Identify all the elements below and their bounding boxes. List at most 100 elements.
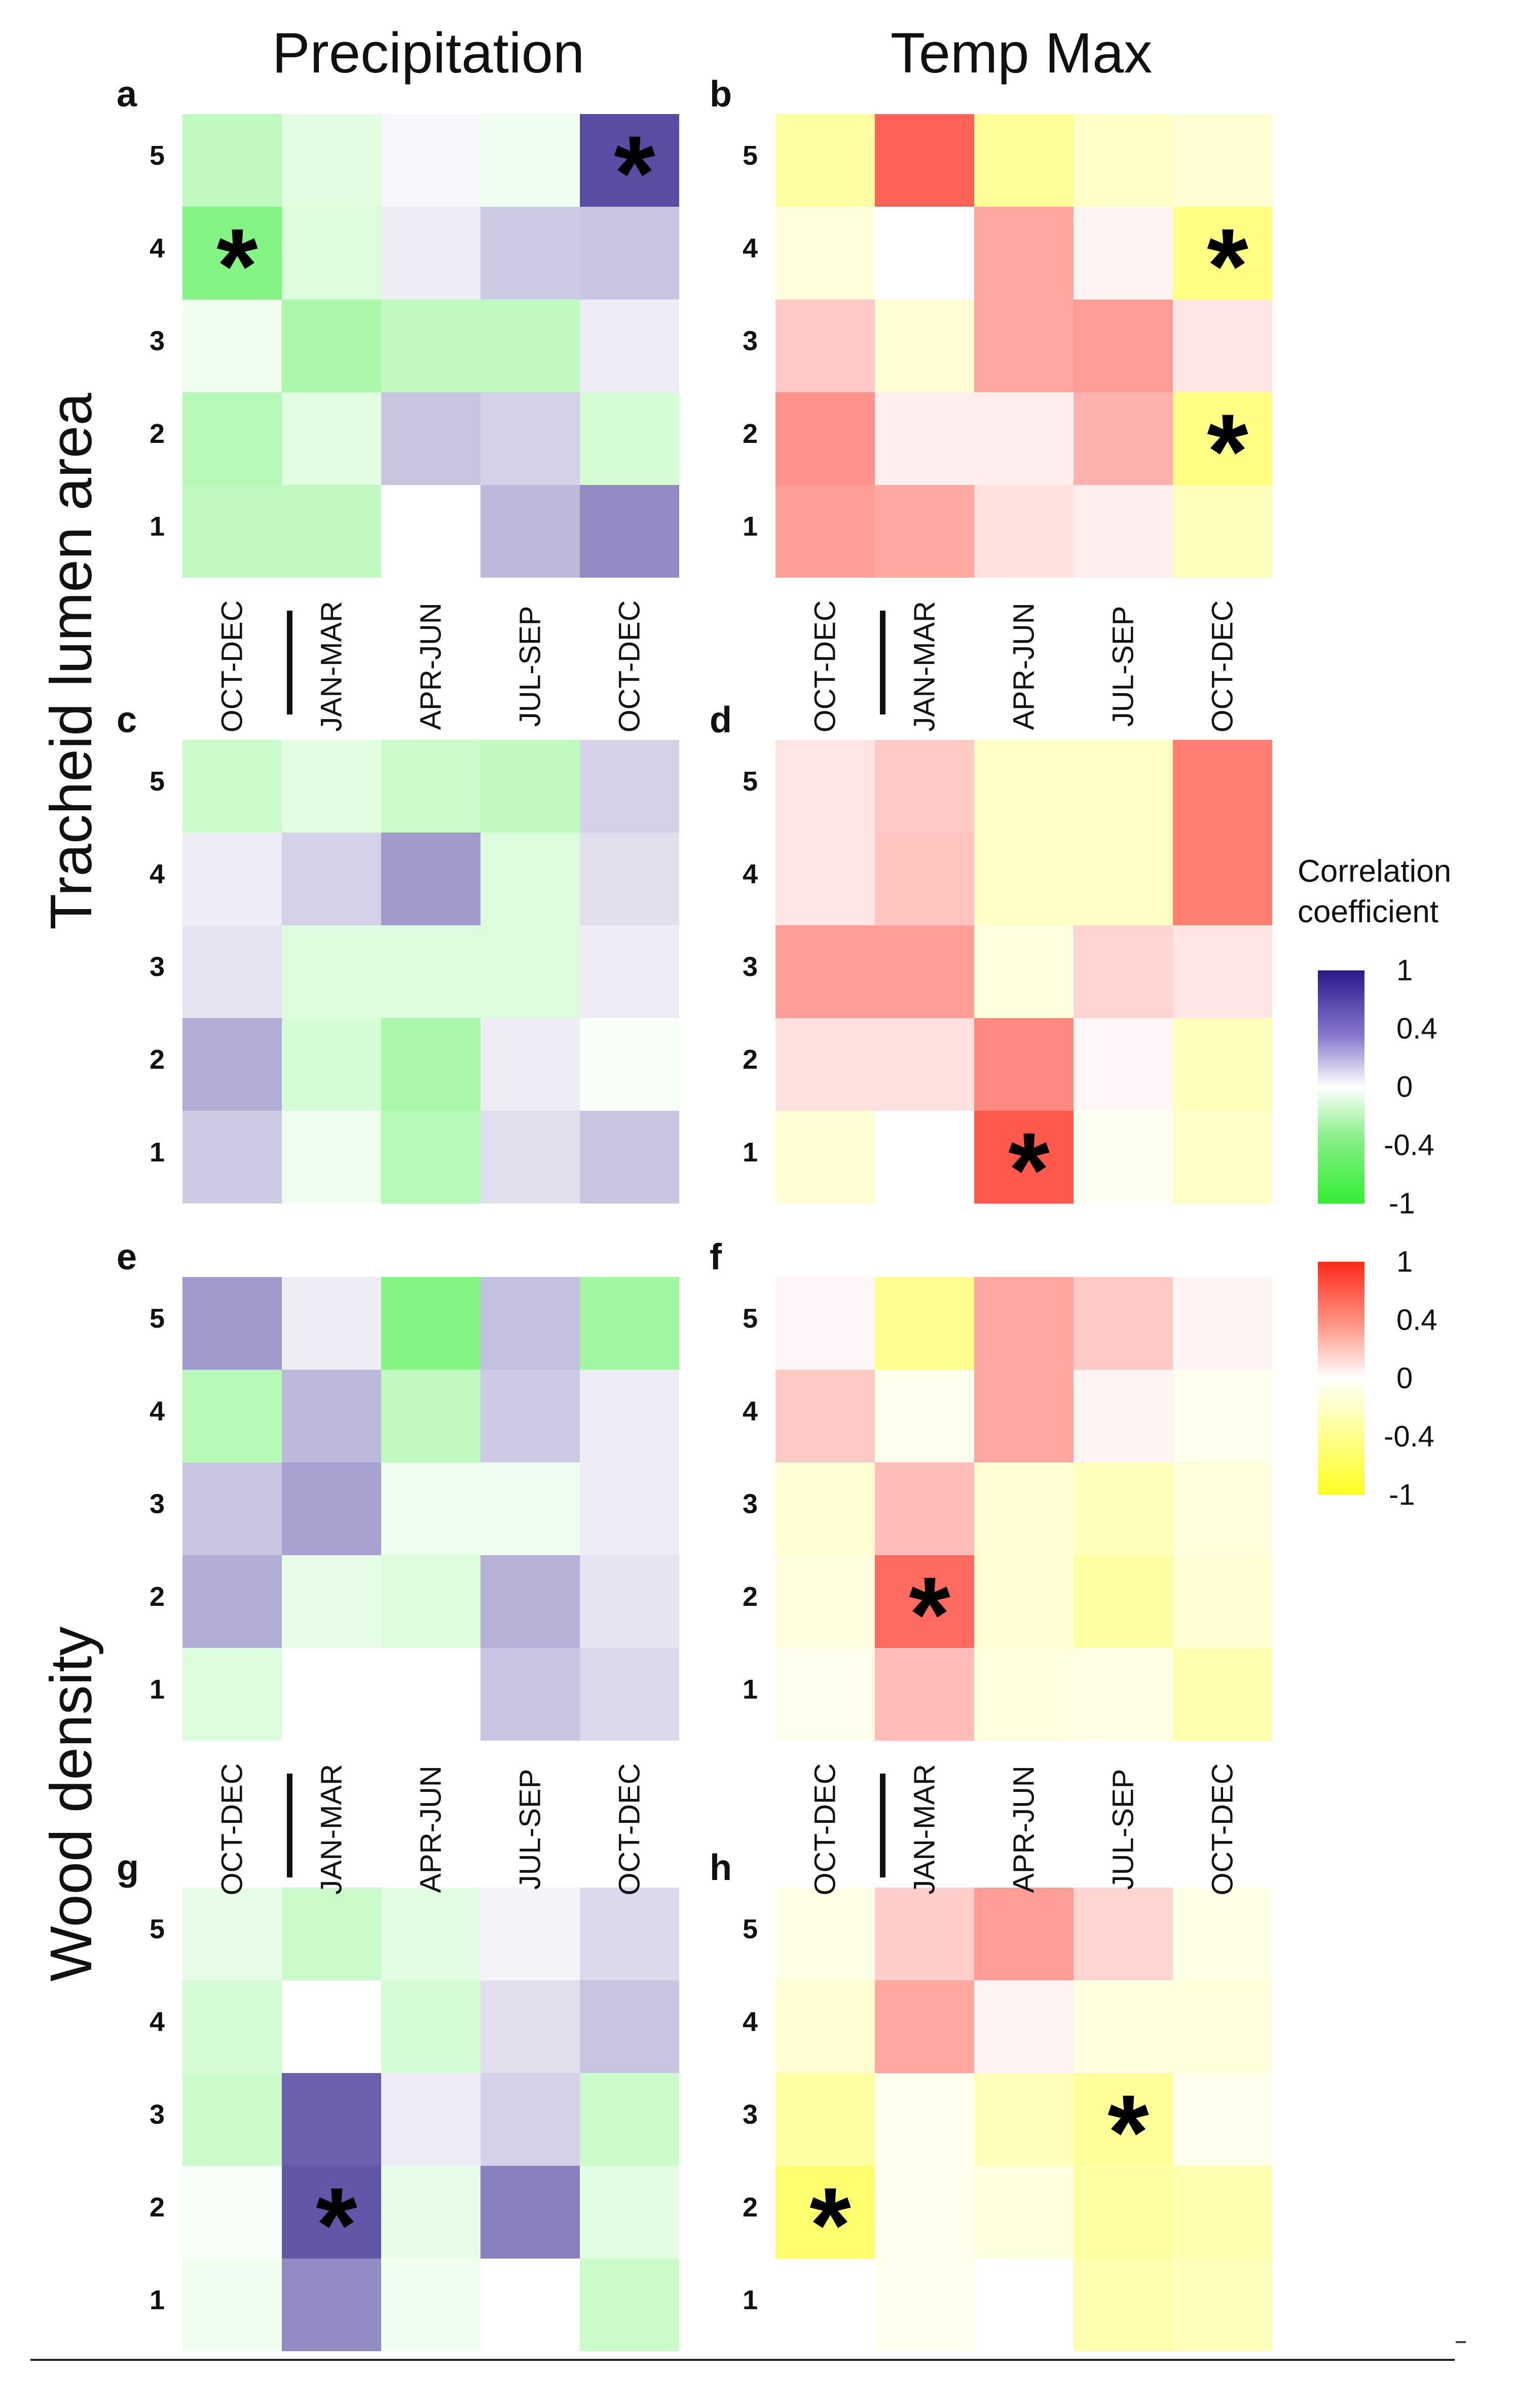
heatmap-cell-h-y4-x2 [875,1980,974,2073]
heatmap-cell-d-y2-x3 [974,1018,1074,1111]
heatmap-cell-f-y1-x2 [875,1648,974,1741]
heatmap-cell-f-y1-x3 [974,1648,1074,1741]
heatmap-cell-f-y4-x5 [1173,1370,1272,1462]
heatmap-cell-h-y5-x5 [1173,1888,1272,1980]
heatmap-cell-f-y5-x3 [974,1277,1074,1370]
heatmap-cell-a-y5-x3 [381,114,481,207]
row-title-tracheid-lumen-area: Tracheid lumen area [38,393,104,930]
heatmap-cell-e-y5-x3 [381,1277,481,1370]
x-tick-a-2: JAN-MAR [315,601,348,732]
heatmap-cell-e-y4-x1 [182,1370,282,1462]
x-tick-a-5: OCT-DEC [613,600,646,733]
heatmap-cell-g-y5-x4 [481,1888,580,1980]
heatmap-cell-c-y3-x5 [580,925,679,1018]
heatmap-cell-b-y5-x1 [776,114,875,207]
heatmap-cell-e-y2-x3 [381,1555,481,1648]
panel-label-g: g [117,1848,139,1888]
heatmap-cell-c-y2-x5 [580,1018,679,1111]
heatmap-cell-h-y3-x1 [776,2073,875,2166]
heatmap-cell-c-y2-x2 [282,1018,381,1111]
heatmap-cell-h-y1-x3 [974,2259,1074,2351]
heatmap-cell-f-y1-x4 [1074,1648,1173,1741]
heatmap-cell-g-y2-x4 [481,2166,580,2259]
x-tick-b-3: APR-JUN [1007,603,1041,730]
heatmap-cell-a-y4-x4 [481,207,580,299]
heatmap-cell-h-y5-x3 [974,1888,1074,1980]
heatmap-cell-a-y3-x3 [381,299,481,392]
heatmap-cell-g-y4-x2 [282,1980,381,2073]
heatmap-cell-h-y4-x4 [1074,1980,1173,2073]
panel-label-b: b [710,74,732,115]
heatmap-cell-b-y4-x4 [1074,207,1173,299]
y-tick-b-3: 3 [742,325,758,356]
heatmap-cell-h-y2-x5 [1173,2166,1272,2259]
bottom-dash [1456,2341,1466,2343]
heatmap-cell-d-y2-x1 [776,1018,875,1111]
y-tick-e-4: 4 [149,1396,165,1426]
heatmap-cell-a-y1-x3 [381,485,481,578]
row-title-wood-density: Wood density [38,1626,104,1982]
heatmap-cell-a-y4-x5 [580,207,679,299]
heatmap-cell-c-y5-x1 [182,740,282,833]
heatmap-cell-h-y2-x2 [875,2166,974,2259]
y-tick-f-4: 4 [742,1396,758,1426]
heatmap-cell-b-y3-x2 [875,299,974,392]
y-tick-b-5: 5 [742,140,758,171]
heatmap-cell-g-y3-x4 [481,2073,580,2166]
heatmap-cell-d-y3-x3 [974,925,1074,1018]
heatmap-cell-b-y3-x4 [1074,299,1173,392]
heatmap-cell-g-y5-x5 [580,1888,679,1980]
heatmap-cell-b-y1-x2 [875,485,974,578]
heatmap-cell-e-y3-x3 [381,1462,481,1555]
significance-star-a-y4-x1: * [216,206,258,325]
y-tick-c-5: 5 [149,766,165,797]
heatmap-cell-a-y2-x1 [182,392,282,485]
heatmap-cell-e-y4-x3 [381,1370,481,1462]
heatmap-cell-d-y1-x5 [1173,1111,1272,1203]
heatmap-cell-c-y2-x1 [182,1018,282,1111]
heatmap-cell-d-y3-x5 [1173,925,1272,1018]
y-tick-d-5: 5 [742,766,758,797]
y-tick-c-3: 3 [149,951,165,982]
heatmap-cell-a-y3-x5 [580,299,679,392]
heatmap-cell-a-y5-x2 [282,114,381,207]
heatmap-cell-g-y1-x1 [182,2259,282,2351]
heatmap-cell-c-y1-x1 [182,1111,282,1203]
heatmap-cell-g-y3-x1 [182,2073,282,2166]
heatmap-cell-g-y2-x2 [282,2166,381,2259]
y-tick-e-2: 2 [149,1581,165,1612]
heatmap-cell-d-y1-x3 [974,1111,1074,1203]
heatmap-cell-d-y3-x2 [875,925,974,1018]
y-tick-b-2: 2 [742,418,758,449]
heatmap-cell-e-y3-x2 [282,1462,381,1555]
heatmap-cell-f-y5-x4 [1074,1277,1173,1370]
bottom-rule [30,2359,1455,2361]
heatmap-cell-b-y1-x3 [974,485,1074,578]
heatmap-cell-a-y3-x4 [481,299,580,392]
heatmap-cell-b-y4-x5 [1173,207,1272,299]
heatmap-cell-e-y2-x5 [580,1555,679,1648]
y-tick-h-3: 3 [742,2099,758,2130]
heatmap-cell-e-y5-x1 [182,1277,282,1370]
y-tick-e-3: 3 [149,1488,165,1519]
heatmap-cell-h-y1-x1 [776,2259,875,2351]
heatmap-cell-g-y1-x5 [580,2259,679,2351]
heatmap-cell-c-y4-x4 [481,833,580,925]
significance-star-b-y4-x5: * [1207,206,1248,325]
y-tick-f-3: 3 [742,1488,758,1519]
heatmap-cell-g-y5-x2 [282,1888,381,1980]
heatmap-cell-h-y1-x4 [1074,2259,1173,2351]
panel-label-e: e [117,1237,137,1277]
heatmap-cell-b-y2-x2 [875,392,974,485]
heatmap-cell-f-y4-x2 [875,1370,974,1462]
significance-star-g-y2-x2: * [316,2165,357,2284]
heatmap-cell-a-y2-x5 [580,392,679,485]
heatmap-cell-a-y1-x5 [580,485,679,578]
year-separator-a [287,611,292,714]
y-tick-g-1: 1 [149,2284,165,2315]
y-tick-f-1: 1 [742,1674,758,1705]
heatmap-cell-h-y4-x3 [974,1980,1074,2073]
heatmap-cell-c-y3-x2 [282,925,381,1018]
heatmap-cell-d-y3-x4 [1074,925,1173,1018]
legend-tick-p-3: 0 [1396,1070,1413,1104]
